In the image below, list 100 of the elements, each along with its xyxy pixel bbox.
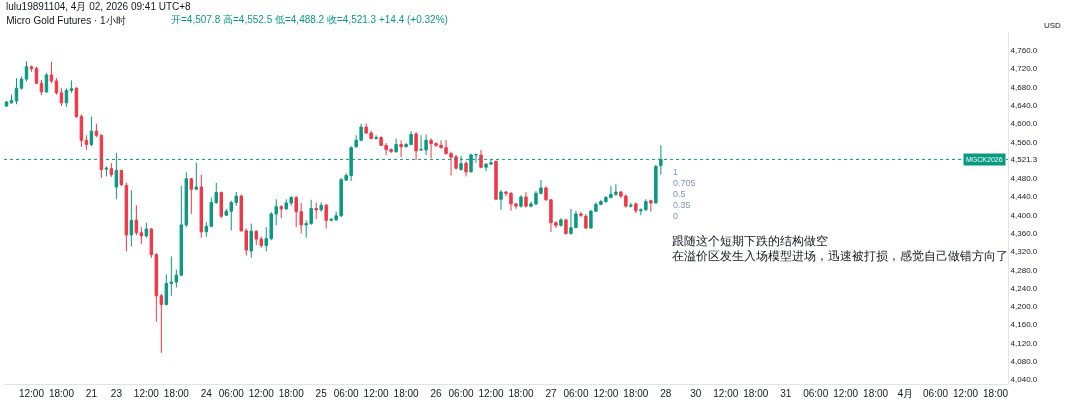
x-tick-label: 12:00 <box>713 388 739 399</box>
candlestick <box>219 191 224 219</box>
candlestick <box>124 182 129 252</box>
candlestick <box>634 202 638 214</box>
text: 开=4,507.8 高=4,552.5 低=4,488.2 收=4,521.3 +14.4 (+0.32%) <box>171 14 448 25</box>
x-tick-label: 18:00 <box>623 388 649 399</box>
y-tick-label: 4,040.0 <box>1010 375 1038 385</box>
candlestick <box>104 165 109 177</box>
candlestick <box>249 223 253 259</box>
candlestick <box>44 72 49 94</box>
x-tick-label: 30 <box>690 388 702 399</box>
candlestick <box>524 191 528 209</box>
y-tick-label: 4,480.0 <box>1010 174 1038 184</box>
x-tick-label: 06:00 <box>803 388 829 399</box>
x-tick-label: 18:00 <box>508 388 534 399</box>
x-tick-label: 18:00 <box>982 388 1009 399</box>
annotation: 1 <box>673 167 679 177</box>
x-tick-label: 28 <box>660 388 672 399</box>
x-tick-label: 06:00 <box>333 388 360 399</box>
candlestick <box>314 202 318 220</box>
x-tick-label: 31 <box>780 388 792 399</box>
x-tick-label: 18:00 <box>48 388 75 399</box>
candlestick <box>319 202 323 213</box>
y-axis-title: USD <box>1044 21 1062 30</box>
candlestick <box>399 139 403 158</box>
y-tick-label: 4,200.0 <box>1010 302 1038 312</box>
annotation: 0 <box>673 211 679 221</box>
x-tick-label: 18:00 <box>393 388 420 399</box>
candlestick <box>414 131 418 161</box>
candlestick <box>24 60 29 82</box>
candlestick <box>629 202 633 209</box>
candlestick <box>189 177 194 215</box>
candlestick <box>649 200 653 213</box>
annotation: 在溢价区发生入场模型进场，迅速被打损，感觉自己做错方向了 <box>672 249 1008 263</box>
x-tick-label: 06:00 <box>923 388 949 399</box>
candlestick <box>89 116 94 147</box>
chart-title: Micro Gold Futures · 1小时 <box>6 14 126 26</box>
candlestick <box>584 213 588 230</box>
candlestick <box>64 87 69 108</box>
candlestick <box>49 61 54 84</box>
candlestick <box>464 160 468 177</box>
candlestick <box>19 76 24 91</box>
candlestick <box>324 203 328 230</box>
candlestick <box>374 134 378 140</box>
y-tick-label: 4,080.0 <box>1010 356 1038 366</box>
candlestick <box>54 77 59 96</box>
x-tick-label: 18:00 <box>863 388 889 399</box>
candlestick <box>194 162 199 190</box>
x-tick-label: 12:00 <box>18 388 45 399</box>
x-tick-label: 12:00 <box>248 388 275 399</box>
y-tick-label: 4,521.3 <box>1010 155 1038 165</box>
candlestick <box>94 123 99 138</box>
x-tick-label: 18:00 <box>163 388 190 399</box>
x-tick-label: 12:00 <box>133 388 160 399</box>
x-tick-label: 12:00 <box>593 388 619 399</box>
candlestick <box>144 222 149 239</box>
y-tick-label: 4,400.0 <box>1010 210 1038 220</box>
candlestick <box>69 79 74 94</box>
candlestick <box>559 217 563 228</box>
annotation: 0.5 <box>673 189 686 199</box>
candlestick <box>494 159 498 201</box>
candlestick <box>579 211 583 218</box>
y-tick-label: 4,680.0 <box>1010 82 1038 92</box>
x-tick-label: 18:00 <box>278 388 305 399</box>
chart-subtitle: lulu19891104, 4月 02, 2026 09:41 UTC+8 <box>6 1 192 12</box>
y-tick-label: 4,720.0 <box>1010 64 1038 74</box>
annotation: 0.705 <box>673 178 696 188</box>
candlestick <box>479 149 483 169</box>
candlestick <box>199 174 204 239</box>
y-tick-label: 4,280.0 <box>1010 265 1038 275</box>
y-tick-label: 4,320.0 <box>1010 247 1038 257</box>
x-tick-label: 23 <box>110 388 123 399</box>
candlestick <box>29 64 34 73</box>
x-tick-label: 12:00 <box>363 388 390 399</box>
x-tick-label: 06:00 <box>218 388 245 399</box>
candlestick <box>109 162 114 178</box>
candlestick <box>4 100 9 108</box>
annotation: 0.35 <box>673 200 691 210</box>
candlestick <box>129 189 134 247</box>
x-tick-label: 06:00 <box>563 388 589 399</box>
x-tick-label: 25 <box>315 388 328 399</box>
y-tick-label: 4,160.0 <box>1010 320 1038 330</box>
x-tick-label: 12:00 <box>833 388 859 399</box>
x-tick-label: 27 <box>545 388 557 399</box>
y-tick-label: 4,440.0 <box>1010 192 1038 202</box>
x-tick-label: 26 <box>430 388 443 399</box>
candlestick <box>14 77 19 105</box>
candlestick <box>499 189 503 211</box>
candlestick <box>654 164 658 205</box>
y-tick-label: 4,640.0 <box>1010 100 1038 110</box>
x-tick-label: 21 <box>85 388 98 399</box>
candlestick <box>519 194 523 209</box>
candlestick <box>59 87 64 107</box>
x-tick-label: 12:00 <box>953 388 979 399</box>
annotation: 跟随这个短期下跌的结构做空 <box>672 234 828 248</box>
y-tick-label: 4,120.0 <box>1010 338 1038 348</box>
candlestick <box>84 134 89 151</box>
y-tick-label: 4,560.0 <box>1010 137 1038 147</box>
candlestick <box>39 79 44 96</box>
y-tick-label: 4,600.0 <box>1010 119 1038 129</box>
